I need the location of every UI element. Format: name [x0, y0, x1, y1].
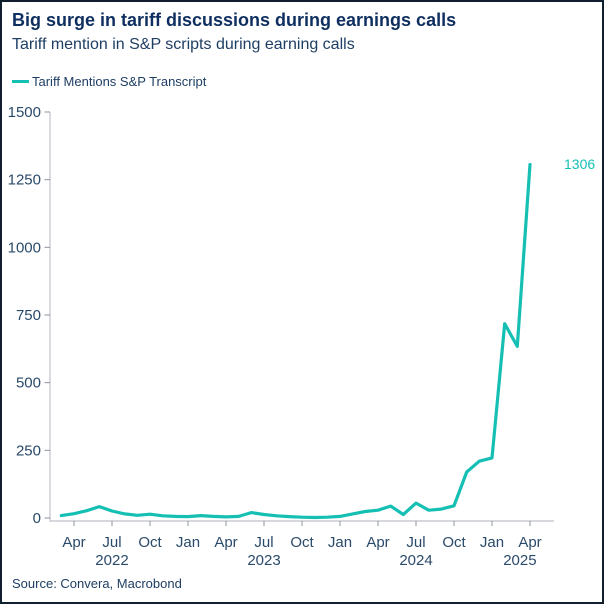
series-line-tariff-mentions [59, 162, 532, 520]
y-axis-tick-label: 250 [16, 442, 41, 459]
x-axis-tick-label: Apr [214, 534, 237, 551]
x-axis-tick-label: Jul [102, 534, 121, 551]
x-axis-tick-label: Oct [290, 534, 314, 551]
x-axis-year-label: 2023 [247, 552, 280, 569]
x-axis-tick-label: Apr [62, 534, 85, 551]
x-axis-tick-label: Apr [518, 534, 541, 551]
x-axis-year-label: 2025 [503, 552, 536, 569]
x-axis-tick-label: Jan [480, 534, 504, 551]
y-axis-tick-label: 750 [16, 307, 41, 324]
axis-lines [49, 112, 554, 522]
x-axis-year-label: 2024 [399, 552, 432, 569]
legend: Tariff Mentions S&P Transcript [12, 73, 206, 89]
source-note: Source: Convera, Macrobond [12, 576, 182, 591]
x-axis-year-label: 2022 [95, 552, 128, 569]
legend-label: Tariff Mentions S&P Transcript [32, 73, 207, 89]
x-axis-tick-label: Jan [328, 534, 352, 551]
series-end-value-label: 1306 [564, 156, 596, 172]
y-axis-tick-label: 1500 [8, 104, 41, 121]
x-axis-tick-label: Apr [366, 534, 389, 551]
chart-title: Big surge in tariff discussions during e… [12, 10, 457, 30]
x-axis-tick-label: Jul [406, 534, 425, 551]
x-axis-tick-label: Jan [176, 534, 200, 551]
y-axis-tick-label: 500 [16, 375, 41, 392]
chart-subtitle: Tariff mention in S&P scripts during ear… [12, 36, 355, 53]
legend-line-swatch-icon [12, 79, 29, 83]
y-axis-tick-label: 1250 [8, 172, 41, 189]
y-axis-tick-label: 1000 [8, 239, 41, 256]
y-axis-tick-label: 0 [33, 510, 41, 527]
x-axis-tick-label: Oct [442, 534, 466, 551]
x-axis-tick-label: Jul [254, 534, 273, 551]
x-axis-tick-label: Oct [138, 534, 162, 551]
